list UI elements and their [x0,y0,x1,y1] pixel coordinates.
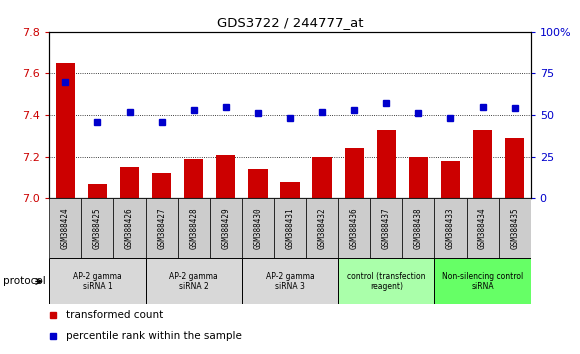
Bar [152,173,171,198]
Bar [248,169,267,198]
Bar [242,258,338,304]
Text: GSM388429: GSM388429 [222,207,230,249]
Text: GSM388431: GSM388431 [285,207,295,249]
Text: percentile rank within the sample: percentile rank within the sample [66,331,241,341]
Bar [338,198,370,258]
Text: GSM388436: GSM388436 [350,207,358,249]
Bar [505,138,524,198]
Text: GSM388428: GSM388428 [189,207,198,249]
Bar [434,198,466,258]
Bar [177,198,210,258]
Title: GDS3722 / 244777_at: GDS3722 / 244777_at [217,16,363,29]
Bar [81,198,114,258]
Bar [120,167,139,198]
Text: GSM388437: GSM388437 [382,207,391,249]
Bar [184,159,204,198]
Bar [499,198,531,258]
Text: GSM388425: GSM388425 [93,207,102,249]
Text: transformed count: transformed count [66,310,163,320]
Bar [146,258,242,304]
Bar [441,161,460,198]
Text: GSM388435: GSM388435 [510,207,519,249]
Bar [210,198,242,258]
Bar [216,155,235,198]
Text: AP-2 gamma
siRNA 2: AP-2 gamma siRNA 2 [169,272,218,291]
Text: GSM388426: GSM388426 [125,207,134,249]
Text: AP-2 gamma
siRNA 1: AP-2 gamma siRNA 1 [73,272,122,291]
Bar [280,182,300,198]
Text: AP-2 gamma
siRNA 3: AP-2 gamma siRNA 3 [266,272,314,291]
Text: protocol: protocol [3,276,46,286]
Bar [242,198,274,258]
Bar [473,130,492,198]
Bar [49,258,146,304]
Bar [146,198,177,258]
Bar [403,198,434,258]
Bar [409,156,428,198]
Bar [313,156,332,198]
Bar [49,198,81,258]
Bar [466,198,499,258]
Text: GSM388432: GSM388432 [318,207,327,249]
Bar [376,130,396,198]
Text: GSM388430: GSM388430 [253,207,262,249]
Bar [56,63,75,198]
Text: control (transfection
reagent): control (transfection reagent) [347,272,426,291]
Bar [274,198,306,258]
Text: GSM388424: GSM388424 [61,207,70,249]
Text: GSM388438: GSM388438 [414,207,423,249]
Bar [88,184,107,198]
Bar [434,258,531,304]
Bar [114,198,146,258]
Text: GSM388427: GSM388427 [157,207,166,249]
Bar [345,148,364,198]
Text: GSM388433: GSM388433 [446,207,455,249]
Bar [306,198,338,258]
Text: Non-silencing control
siRNA: Non-silencing control siRNA [442,272,523,291]
Text: GSM388434: GSM388434 [478,207,487,249]
Bar [370,198,403,258]
Bar [338,258,434,304]
